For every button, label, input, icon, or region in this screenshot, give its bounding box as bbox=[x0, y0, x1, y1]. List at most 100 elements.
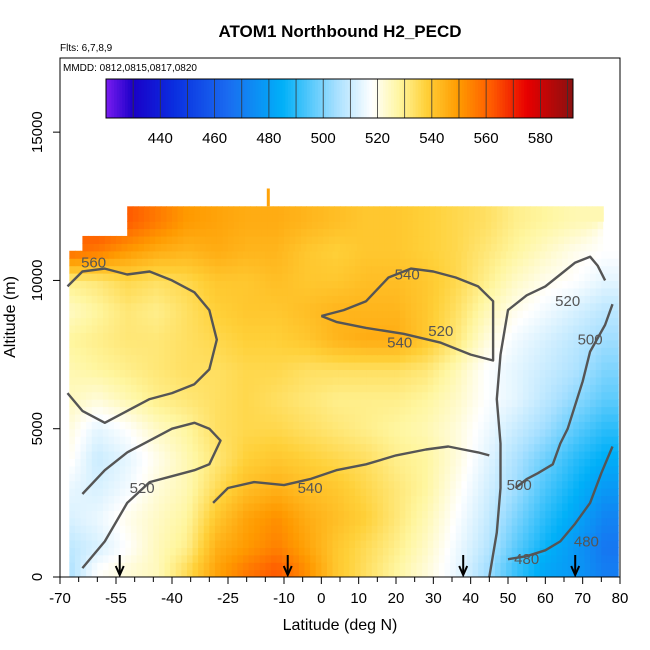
heatmap-cell bbox=[612, 458, 619, 467]
heatmap-cell bbox=[517, 495, 524, 504]
heatmap-cell bbox=[562, 324, 569, 333]
heatmap-cell bbox=[192, 250, 199, 259]
heatmap-cell bbox=[360, 391, 367, 400]
heatmap-cell bbox=[338, 384, 345, 393]
heatmap-cell bbox=[287, 517, 294, 526]
colorbar-swatch bbox=[350, 79, 354, 118]
heatmap-cell bbox=[592, 221, 599, 230]
heatmap-cell bbox=[97, 361, 104, 370]
heatmap-cell bbox=[506, 502, 513, 511]
heatmap-cell bbox=[104, 243, 111, 252]
heatmap-cell bbox=[158, 458, 166, 467]
heatmap-cell bbox=[522, 406, 530, 415]
heatmap-cell bbox=[606, 413, 614, 422]
heatmap-cell bbox=[472, 250, 479, 259]
heatmap-cell bbox=[410, 421, 418, 430]
heatmap-cell bbox=[506, 361, 513, 370]
heatmap-cell bbox=[231, 273, 238, 282]
heatmap-cell bbox=[220, 384, 227, 393]
heatmap-cell bbox=[170, 473, 177, 482]
heatmap-cell bbox=[601, 473, 608, 482]
heatmap-cell bbox=[181, 569, 188, 577]
heatmap-cell bbox=[226, 539, 233, 548]
heatmap-cell bbox=[125, 339, 132, 348]
heatmap-cell bbox=[108, 280, 115, 289]
colorbar-swatch bbox=[130, 79, 134, 118]
colorbar-swatch bbox=[116, 79, 121, 118]
heatmap-cell bbox=[438, 361, 446, 370]
heatmap-cell bbox=[573, 428, 580, 437]
heatmap-cell bbox=[377, 473, 384, 482]
heatmap-cell bbox=[422, 391, 429, 400]
heatmap-cell bbox=[175, 376, 182, 385]
heatmap-cell bbox=[130, 302, 138, 311]
heatmap-cell bbox=[289, 243, 296, 252]
heatmap-cell bbox=[233, 235, 240, 244]
heatmap-cell bbox=[440, 243, 447, 252]
heatmap-cell bbox=[545, 502, 552, 511]
heatmap-cell bbox=[97, 310, 104, 319]
heatmap-cell bbox=[595, 554, 602, 563]
heatmap-cell bbox=[267, 228, 274, 237]
heatmap-cell bbox=[418, 213, 425, 222]
heatmap-cell bbox=[155, 221, 162, 230]
heatmap-cell bbox=[528, 332, 535, 341]
heatmap-cell bbox=[478, 295, 485, 304]
heatmap-cell bbox=[270, 265, 278, 274]
heatmap-cell bbox=[231, 547, 238, 556]
heatmap-cell bbox=[205, 221, 212, 230]
heatmap-cell bbox=[356, 235, 363, 244]
heatmap-cell bbox=[371, 465, 378, 474]
heatmap-cell bbox=[511, 287, 518, 296]
heatmap-cell bbox=[259, 369, 266, 378]
heatmap-cell bbox=[326, 406, 334, 415]
heatmap-cell bbox=[405, 347, 412, 356]
heatmap-cell bbox=[282, 354, 289, 363]
heatmap-cell bbox=[295, 235, 302, 244]
heatmap-cell bbox=[382, 443, 390, 452]
heatmap-cell bbox=[433, 562, 440, 571]
heatmap-cell bbox=[478, 369, 485, 378]
heatmap-cell bbox=[562, 273, 569, 282]
heatmap-cell bbox=[483, 562, 490, 571]
heatmap-cell bbox=[343, 369, 350, 378]
heatmap-cell bbox=[461, 554, 468, 563]
heatmap-cell bbox=[461, 280, 468, 289]
heatmap-cell bbox=[500, 525, 507, 534]
heatmap-cell bbox=[136, 265, 143, 274]
heatmap-cell bbox=[349, 406, 356, 415]
heatmap-cell bbox=[136, 295, 143, 304]
heatmap-cell bbox=[198, 525, 205, 534]
heatmap-cell bbox=[573, 369, 580, 378]
heatmap-cell bbox=[130, 413, 138, 422]
heatmap-cell bbox=[394, 332, 401, 341]
heatmap-cell bbox=[601, 502, 608, 511]
heatmap-cell bbox=[343, 465, 350, 474]
heatmap-cell bbox=[427, 406, 434, 415]
heatmap-cell bbox=[248, 428, 255, 437]
heatmap-cell bbox=[382, 473, 390, 482]
heatmap-cell bbox=[267, 206, 274, 215]
heatmap-cell bbox=[102, 347, 110, 356]
heatmap-cell bbox=[500, 339, 507, 348]
heatmap-cell bbox=[259, 265, 266, 274]
heatmap-cell bbox=[153, 450, 160, 459]
heatmap-cell bbox=[455, 280, 462, 289]
heatmap-cell bbox=[166, 235, 173, 244]
heatmap-cell bbox=[601, 317, 608, 326]
heatmap-cell bbox=[214, 376, 222, 385]
heatmap-cell bbox=[321, 465, 328, 474]
heatmap-cell bbox=[463, 243, 470, 252]
heatmap-cell bbox=[517, 347, 524, 356]
heatmap-cell bbox=[310, 347, 317, 356]
heatmap-cell bbox=[489, 495, 496, 504]
heatmap-cell bbox=[569, 206, 576, 215]
heatmap-cell bbox=[155, 235, 162, 244]
heatmap-cell bbox=[562, 391, 569, 400]
heatmap-cell bbox=[450, 488, 457, 497]
heatmap-cell bbox=[287, 547, 294, 556]
heatmap-cell bbox=[567, 354, 574, 363]
heatmap-cell bbox=[483, 547, 490, 556]
heatmap-cell bbox=[590, 413, 597, 422]
heatmap-cell bbox=[360, 413, 367, 422]
